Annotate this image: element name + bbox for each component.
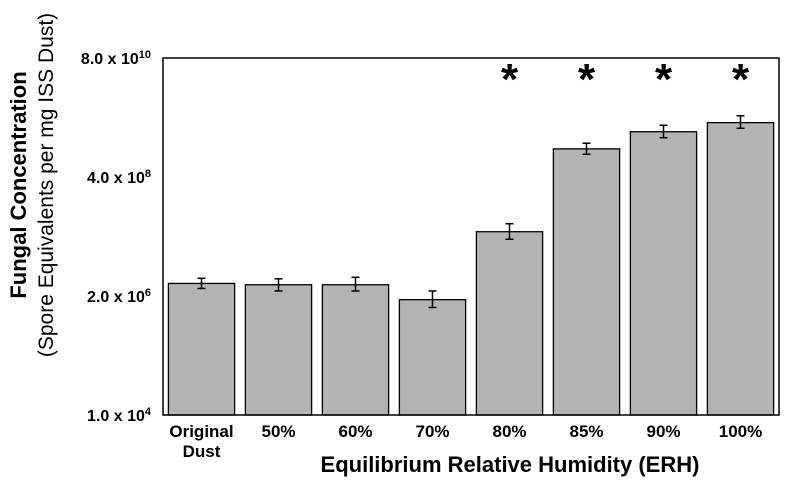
error-bar [505,222,514,241]
bar [321,284,390,416]
bar [398,299,467,416]
plot-frame [162,57,780,416]
error-bar [197,277,206,290]
bar [629,131,698,416]
x-tick-label: 70% [415,422,449,441]
bar [244,284,313,416]
y-tick-label: 1.0 x 104 [87,406,152,425]
bar [167,282,236,416]
error-bar [736,115,745,130]
significance-marker: * [655,55,673,104]
y-tick-label: 4.0 x 108 [87,168,151,187]
x-tick-label: 80% [492,422,526,441]
x-tick-label: 90% [646,422,680,441]
x-tick-label: 100% [719,422,762,441]
bar [552,148,621,416]
error-bar [428,290,437,309]
error-bar [659,124,668,139]
error-bar [582,142,591,156]
y-axis-label: Fungal Concentration [6,71,31,298]
plot-area: * * * * [162,55,780,416]
error-bar [274,278,283,292]
significance-marker: * [732,55,750,104]
y-tick-label: 8.0 x 1010 [81,49,151,68]
y-axis-ticks: 1.0 x 104 2.0 x 106 4.0 x 108 8.0 x 1010 [81,49,152,425]
y-tick-label: 2.0 x 106 [87,287,151,306]
x-tick-label: 60% [338,422,372,441]
bar [706,121,775,416]
x-axis-label: Equilibrium Relative Humidity (ERH) [321,452,700,477]
x-tick-label: 50% [261,422,295,441]
significance-marker: * [578,55,596,104]
significance-marker: * [501,55,519,104]
x-axis-categories: Original Dust 50% 60% 70% 80% 85% 90% 100% [169,422,762,461]
y-axis-title: Fungal Concentration (Spore Equivalents … [6,13,58,357]
x-tick-label: Original Dust [169,422,233,461]
y-axis-sublabel: (Spore Equivalents per mg ISS Dust) [35,13,58,357]
x-tick-label: 85% [569,422,603,441]
error-bar [351,276,360,292]
bar [475,231,544,416]
